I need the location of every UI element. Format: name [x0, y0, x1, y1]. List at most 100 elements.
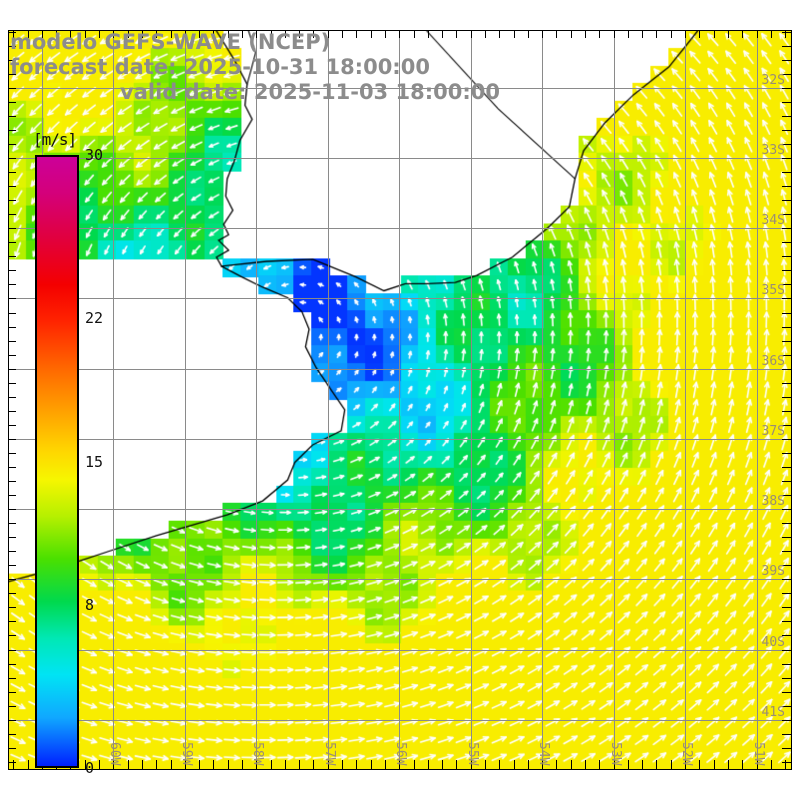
axis-tick [782, 439, 791, 440]
axis-tick [271, 31, 272, 38]
latitude-label: 39S [761, 564, 785, 579]
axis-tick [782, 692, 791, 693]
axis-tick [782, 242, 791, 243]
axis-tick [399, 31, 400, 38]
axis-tick [9, 734, 16, 735]
axis-tick [356, 31, 357, 38]
longitude-label: 54W [536, 741, 551, 765]
axis-tick [782, 46, 791, 47]
axis-tick [642, 760, 643, 769]
axis-tick [782, 355, 791, 356]
axis-tick [782, 411, 791, 412]
axis-tick [9, 481, 16, 482]
axis-tick [9, 158, 16, 159]
axis-tick [782, 158, 791, 159]
axis-tick [471, 31, 472, 38]
axis-tick [785, 31, 786, 38]
axis-tick [113, 760, 114, 769]
axis-tick [9, 692, 16, 693]
axis-tick [742, 760, 743, 769]
axis-tick [782, 734, 791, 735]
axis-tick [671, 760, 672, 769]
axis-tick [614, 760, 615, 769]
axis-tick [428, 31, 429, 38]
axis-tick [771, 760, 772, 769]
axis-tick [9, 678, 16, 679]
axis-tick [9, 650, 16, 651]
axis-tick [9, 621, 16, 622]
axis-tick [9, 439, 16, 440]
axis-tick [628, 760, 629, 769]
axis-tick [399, 760, 400, 769]
latitude-label: 34S [761, 213, 785, 228]
latitude-label: 41S [761, 705, 785, 720]
axis-tick [371, 31, 372, 38]
axis-tick [213, 760, 214, 769]
axis-tick [185, 31, 186, 38]
axis-tick [9, 607, 16, 608]
axis-tick [128, 31, 129, 38]
axis-tick [456, 31, 457, 38]
axis-tick [313, 760, 314, 769]
axis-tick [782, 144, 791, 145]
axis-tick [9, 369, 16, 370]
axis-tick [9, 706, 16, 707]
axis-tick [585, 31, 586, 38]
axis-tick [785, 760, 786, 769]
gridline-longitude [471, 31, 472, 769]
axis-tick [742, 31, 743, 38]
axis-tick [782, 593, 791, 594]
colorbar-tick-label: 8 [85, 595, 95, 614]
axis-tick [782, 284, 791, 285]
axis-tick [9, 130, 16, 131]
axis-tick [782, 32, 791, 33]
axis-tick [782, 88, 791, 89]
axis-tick [757, 31, 758, 38]
longitude-label: 60W [107, 741, 122, 765]
axis-tick [671, 31, 672, 38]
axis-tick [156, 31, 157, 38]
axis-tick [9, 284, 16, 285]
axis-tick [9, 635, 16, 636]
axis-tick [499, 760, 500, 769]
axis-tick [514, 760, 515, 769]
colorbar-tick-label: 15 [85, 452, 104, 471]
axis-tick [9, 46, 16, 47]
axis-tick [28, 31, 29, 38]
axis-tick [228, 31, 229, 38]
axis-tick [471, 760, 472, 769]
axis-tick [599, 760, 600, 769]
axis-tick [42, 31, 43, 38]
axis-tick [428, 760, 429, 769]
axis-tick [528, 31, 529, 38]
latitude-label: 36S [761, 354, 785, 369]
axis-tick [9, 200, 16, 201]
gridline-latitude [9, 158, 791, 159]
axis-tick [9, 144, 16, 145]
axis-tick [782, 607, 791, 608]
axis-tick [414, 31, 415, 38]
axis-tick [185, 760, 186, 769]
axis-tick [456, 760, 457, 769]
axis-tick [728, 31, 729, 38]
axis-tick [442, 760, 443, 769]
axis-tick [99, 31, 100, 38]
axis-tick [782, 116, 791, 117]
axis-tick [571, 760, 572, 769]
axis-tick [514, 31, 515, 38]
axis-tick [782, 228, 791, 229]
axis-tick [782, 313, 791, 314]
axis-tick [285, 31, 286, 38]
axis-tick [782, 327, 791, 328]
axis-tick [782, 706, 791, 707]
axis-tick [782, 762, 791, 763]
axis-tick [199, 760, 200, 769]
axis-tick [156, 760, 157, 769]
axis-tick [782, 551, 791, 552]
axis-tick [782, 621, 791, 622]
axis-tick [85, 760, 86, 769]
gridline-longitude [757, 31, 758, 769]
axis-tick [313, 31, 314, 38]
axis-tick [9, 228, 16, 229]
